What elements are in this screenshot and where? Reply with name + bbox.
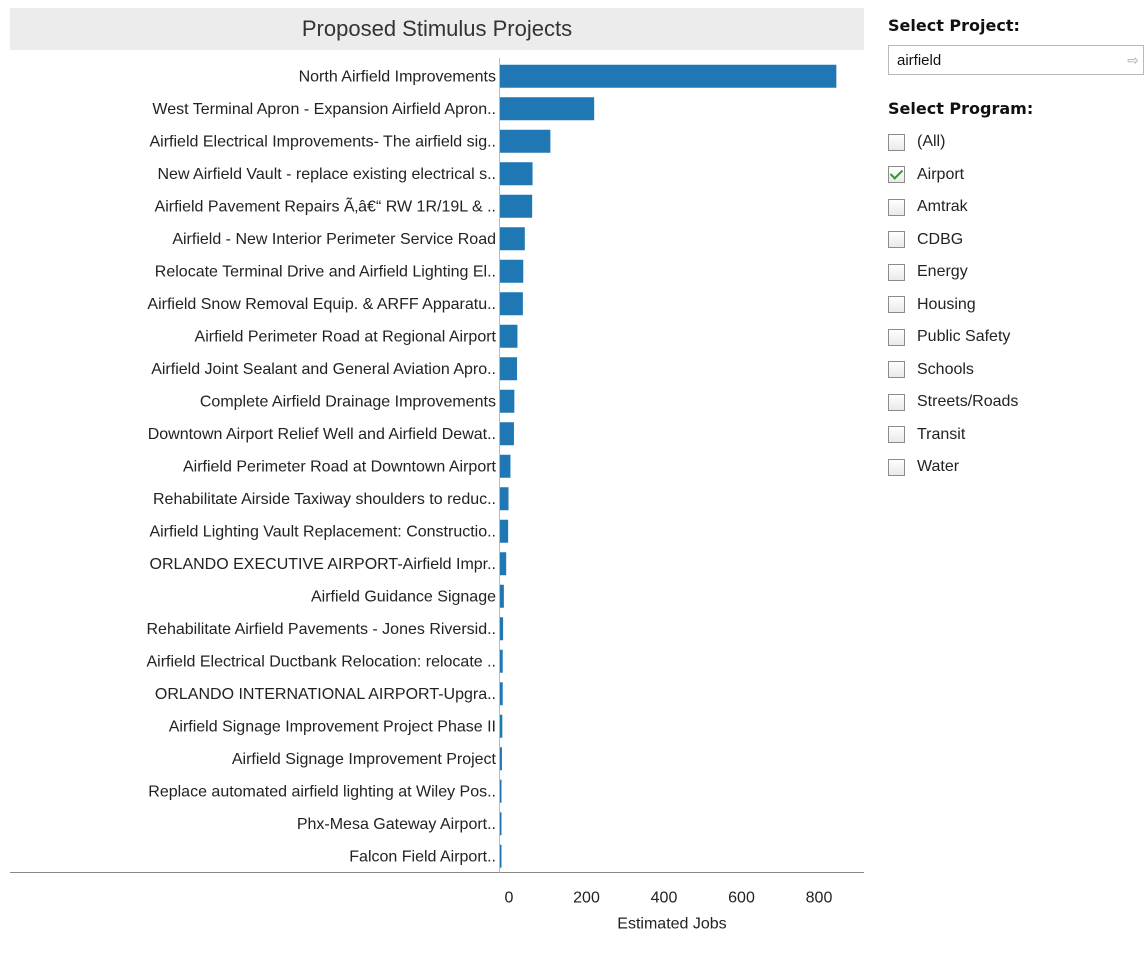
program-option-energy[interactable]: Energy	[888, 256, 1146, 289]
bar[interactable]	[500, 844, 502, 868]
program-option-cdbg[interactable]: CDBG	[888, 224, 1146, 257]
category-label: Airfield Electrical Ductbank Relocation:…	[147, 653, 497, 670]
bar[interactable]	[500, 714, 503, 738]
category-label: West Terminal Apron - Expansion Airfield…	[152, 101, 496, 118]
bar[interactable]	[500, 584, 504, 608]
bar[interactable]	[500, 259, 524, 283]
x-tick-label: 200	[573, 890, 600, 907]
program-checkbox[interactable]	[888, 458, 905, 476]
program-checkbox[interactable]	[888, 393, 905, 411]
bar[interactable]	[500, 227, 525, 251]
program-label: Transit	[917, 425, 966, 443]
bar[interactable]	[500, 324, 518, 348]
select-project-heading: Select Project:	[888, 16, 1020, 35]
category-label: Airfield Guidance Signage	[311, 588, 496, 605]
category-label: Rehabilitate Airside Taxiway shoulders t…	[153, 491, 496, 508]
program-checkbox[interactable]	[888, 296, 905, 314]
program-label: Schools	[917, 360, 974, 378]
program-option-schools[interactable]: Schools	[888, 354, 1146, 387]
program-option-public-safety[interactable]: Public Safety	[888, 321, 1146, 354]
bar[interactable]	[500, 649, 503, 673]
category-label: Airfield Electrical Improvements- The ai…	[150, 133, 497, 150]
category-label: Airfield - New Interior Perimeter Servic…	[172, 231, 496, 248]
category-label: Airfield Signage Improvement Project	[232, 751, 497, 768]
x-tick-label: 800	[806, 890, 833, 907]
bar[interactable]	[500, 617, 504, 641]
category-label: Airfield Perimeter Road at Regional Airp…	[195, 328, 497, 345]
category-label: Rehabilitate Airfield Pavements - Jones …	[147, 621, 497, 638]
bar[interactable]	[500, 389, 515, 413]
category-label: Replace automated airfield lighting at W…	[148, 783, 496, 800]
program-option-amtrak[interactable]: Amtrak	[888, 191, 1146, 224]
category-label: Airfield Lighting Vault Replacement: Con…	[149, 523, 496, 540]
category-label: North Airfield Improvements	[299, 68, 496, 85]
bar[interactable]	[500, 194, 533, 218]
bar[interactable]	[500, 422, 514, 446]
bar[interactable]	[500, 64, 837, 88]
bar[interactable]	[500, 682, 503, 706]
category-label: ORLANDO INTERNATIONAL AIRPORT-Upgra..	[155, 686, 496, 703]
program-label: CDBG	[917, 230, 964, 248]
program-option-transit[interactable]: Transit	[888, 419, 1146, 452]
program-label: Streets/Roads	[917, 393, 1019, 411]
program-checkbox[interactable]	[888, 263, 905, 281]
category-label: Relocate Terminal Drive and Airfield Lig…	[155, 263, 496, 280]
bar[interactable]	[500, 812, 502, 836]
filter-panel: Select Project: ⇨ Select Program: (All) A…	[888, 16, 1146, 484]
chart-title-bar: Proposed Stimulus Projects	[10, 8, 864, 50]
program-label: Public Safety	[917, 328, 1011, 346]
category-label: ORLANDO EXECUTIVE AIRPORT-Airfield Impr.…	[150, 556, 496, 573]
x-tick-label: 600	[728, 890, 755, 907]
bar[interactable]	[500, 552, 507, 576]
category-label: Airfield Pavement Repairs Ã‚â€“ RW 1R/19…	[155, 195, 496, 215]
program-checkbox[interactable]	[888, 198, 905, 216]
program-label: Housing	[917, 295, 976, 313]
category-label: Complete Airfield Drainage Improvements	[200, 393, 496, 410]
program-label: Water	[917, 458, 960, 476]
program-option-water[interactable]: Water	[888, 451, 1146, 484]
bar[interactable]	[500, 162, 533, 186]
program-checkbox[interactable]	[888, 361, 905, 379]
program-label: (All)	[917, 133, 946, 151]
category-label: Falcon Field Airport..	[349, 848, 496, 865]
program-option-streets-roads[interactable]: Streets/Roads	[888, 386, 1146, 419]
bar[interactable]	[500, 129, 551, 153]
program-checkbox[interactable]	[888, 231, 905, 249]
program-checkbox[interactable]	[888, 166, 905, 184]
category-label: Airfield Perimeter Road at Downtown Airp…	[183, 458, 497, 475]
program-option-airport[interactable]: Airport	[888, 159, 1146, 192]
bar[interactable]	[500, 747, 502, 771]
x-tick-label: 400	[651, 890, 678, 907]
program-checkbox[interactable]	[888, 328, 905, 346]
program-option-housing[interactable]: Housing	[888, 289, 1146, 322]
category-label: Phx-Mesa Gateway Airport..	[297, 816, 496, 833]
program-list: (All) Airport Amtrak CDBG Energy Housing Publi…	[888, 126, 1146, 484]
project-search-box: ⇨	[888, 45, 1144, 75]
category-label: Airfield Joint Sealant and General Aviat…	[151, 361, 496, 378]
x-axis-title: Estimated Jobs	[617, 916, 726, 933]
program-label: Airport	[917, 165, 965, 183]
program-option-all[interactable]: (All)	[888, 126, 1146, 159]
category-label: New Airfield Vault - replace existing el…	[157, 166, 496, 183]
program-checkbox[interactable]	[888, 426, 905, 444]
category-label: Airfield Signage Improvement Project Pha…	[169, 718, 496, 735]
program-label: Energy	[917, 263, 968, 281]
category-label: Airfield Snow Removal Equip. & ARFF Appa…	[147, 296, 496, 313]
select-program-heading: Select Program:	[888, 99, 1034, 118]
bar[interactable]	[500, 779, 502, 803]
category-label: Downtown Airport Relief Well and Airfiel…	[148, 426, 496, 443]
bar[interactable]	[500, 487, 509, 511]
bar[interactable]	[500, 519, 509, 543]
project-search-input[interactable]	[897, 51, 1097, 69]
x-tick-label: 0	[505, 890, 514, 907]
bar[interactable]	[500, 454, 511, 478]
bar[interactable]	[500, 357, 518, 381]
bar[interactable]	[500, 292, 523, 316]
arrow-right-icon[interactable]: ⇨	[1127, 52, 1139, 68]
bar-chart: North Airfield Improvements West Terminal…	[10, 58, 864, 933]
chart-title: Proposed Stimulus Projects	[301, 16, 573, 41]
program-label: Amtrak	[917, 198, 968, 216]
program-checkbox[interactable]	[888, 133, 905, 151]
bar[interactable]	[500, 97, 595, 121]
